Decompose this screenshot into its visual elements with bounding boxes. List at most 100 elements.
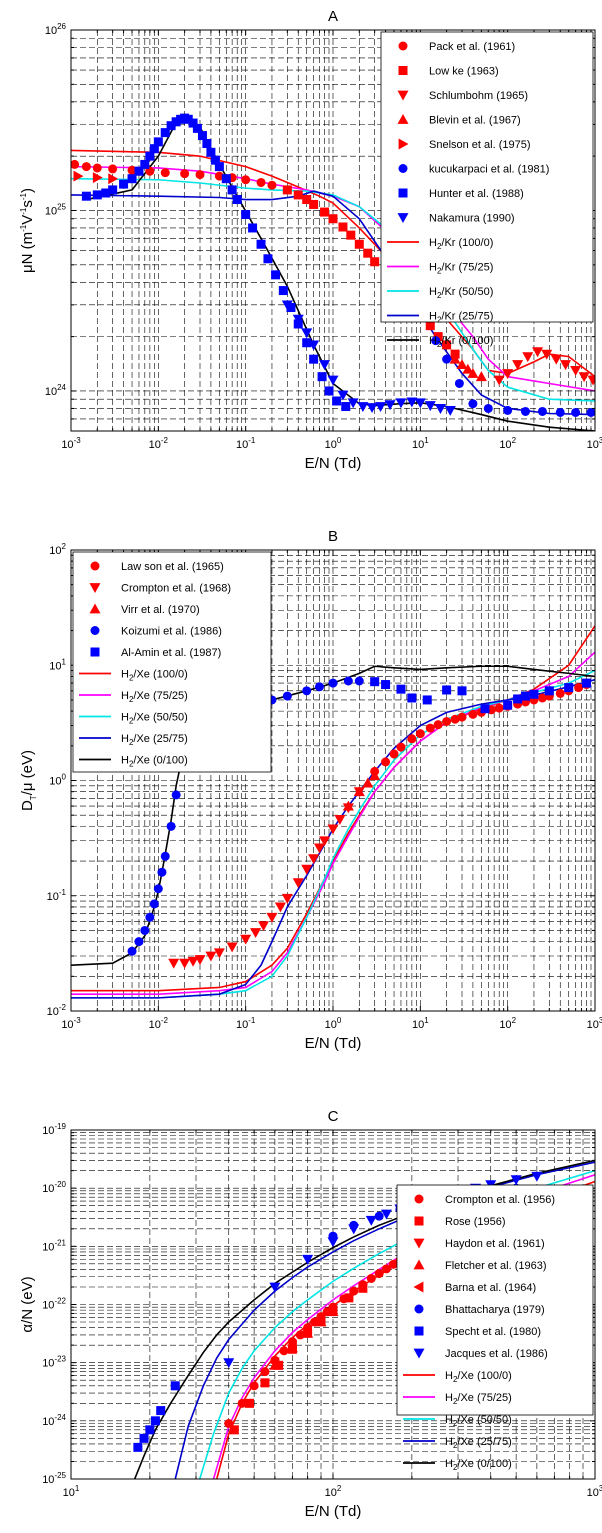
data-point — [327, 824, 339, 835]
data-point — [369, 770, 381, 781]
data-point — [433, 720, 443, 730]
plot-area — [71, 625, 595, 999]
data-point — [365, 1215, 377, 1226]
data-point — [493, 375, 505, 386]
legend-label: H2/Xe (0/100) — [445, 1458, 512, 1472]
series-points — [133, 1381, 180, 1452]
data-point — [327, 375, 339, 386]
data-point — [384, 400, 396, 411]
data-point — [263, 254, 273, 264]
x-tick-label: 10-1 — [236, 436, 256, 451]
data-point — [314, 682, 324, 692]
ticks — [70, 549, 596, 1012]
series-points — [281, 300, 456, 416]
data-point — [308, 340, 320, 351]
data-point — [309, 199, 319, 209]
data-point — [119, 179, 129, 189]
data-point — [153, 137, 163, 147]
legend-label: H2/Kr (100/0) — [429, 237, 493, 251]
data-point — [425, 723, 435, 733]
legend-item: Virr et al. (1970) — [89, 603, 200, 616]
data-point — [582, 678, 592, 688]
legend-item: Al-Amin et al. (1987) — [90, 647, 221, 659]
y-tick-label: 10-1 — [47, 888, 67, 903]
legend-marker-swatch — [397, 114, 409, 124]
y-tick-label: 10-25 — [42, 1471, 66, 1486]
legend-label: Low ke (1963) — [429, 66, 499, 78]
data-point — [442, 717, 452, 727]
chart-title: A — [328, 8, 338, 25]
data-point — [381, 680, 391, 690]
legend-item: Blevin et al. (1967) — [397, 114, 521, 127]
legend-label: H2/Xe (50/50) — [121, 712, 188, 726]
data-point — [494, 703, 504, 713]
data-point — [319, 360, 331, 371]
x-axis-label: E/N (Td) — [305, 455, 362, 472]
x-tick-label: 102 — [499, 436, 516, 451]
data-point — [81, 191, 91, 201]
data-point — [349, 1286, 359, 1296]
legend-label: H2/Xe (75/25) — [121, 690, 188, 704]
data-point — [81, 162, 91, 172]
data-point — [156, 1406, 166, 1416]
plot-area — [71, 113, 595, 431]
data-point — [260, 1378, 270, 1388]
data-point — [194, 955, 206, 965]
legend-label: H2/Xe (25/75) — [121, 733, 188, 747]
data-point — [139, 1433, 149, 1443]
legend-label: Crompton et al. (1968) — [121, 583, 231, 595]
legend-item: Law son et al. (1965) — [90, 561, 224, 573]
x-axis-label: E/N (Td) — [305, 1503, 362, 1520]
data-point — [140, 925, 150, 935]
data-point — [328, 214, 338, 224]
legend-label: Hunter et al. (1988) — [429, 188, 524, 200]
data-point — [362, 777, 374, 788]
legend-item: Rose (1956) — [414, 1216, 506, 1228]
data-point — [308, 854, 320, 865]
data-point — [195, 170, 205, 180]
data-point — [483, 403, 493, 413]
series-points — [81, 113, 351, 412]
legend-marker-swatch — [89, 583, 101, 593]
legend-label: Specht et al. (1980) — [445, 1326, 541, 1338]
data-point — [537, 693, 547, 703]
data-point — [555, 688, 565, 698]
data-point — [348, 1224, 360, 1235]
data-point — [248, 223, 258, 233]
series-points — [269, 1325, 313, 1369]
legend-marker-swatch — [90, 647, 100, 657]
y-tick-label: 102 — [49, 542, 66, 557]
x-tick-label: 100 — [325, 1016, 342, 1031]
y-tick-label: 1026 — [45, 22, 67, 37]
legend-item: H2/Xe (75/25) — [403, 1392, 512, 1406]
legend-label: Barna et al. (1964) — [445, 1282, 536, 1294]
data-point — [244, 1398, 254, 1408]
data-point — [457, 686, 467, 696]
data-point — [241, 210, 251, 220]
data-point — [381, 757, 391, 767]
data-point — [286, 1339, 297, 1351]
x-tick-label: 101 — [412, 1016, 429, 1031]
data-point — [406, 397, 418, 408]
data-point — [544, 686, 554, 696]
data-point — [160, 851, 170, 861]
data-point — [292, 314, 304, 325]
data-point — [171, 790, 181, 800]
data-point — [396, 742, 406, 752]
legend-label: Blevin et al. (1967) — [429, 115, 521, 127]
data-point — [187, 956, 199, 967]
series-points — [168, 787, 365, 969]
legend-label: Virr et al. (1970) — [121, 604, 200, 616]
x-tick-label: 101 — [63, 1484, 80, 1499]
data-point — [301, 864, 313, 875]
series-points — [493, 347, 595, 386]
series-points — [449, 353, 487, 382]
data-point — [442, 340, 452, 350]
data-point — [188, 118, 198, 128]
y-tick-label: 10-23 — [42, 1355, 66, 1370]
data-point — [149, 144, 159, 154]
legend-marker-swatch — [397, 213, 409, 223]
x-tick-label: 101 — [412, 436, 429, 451]
series-points — [73, 170, 119, 185]
data-point — [468, 399, 478, 409]
